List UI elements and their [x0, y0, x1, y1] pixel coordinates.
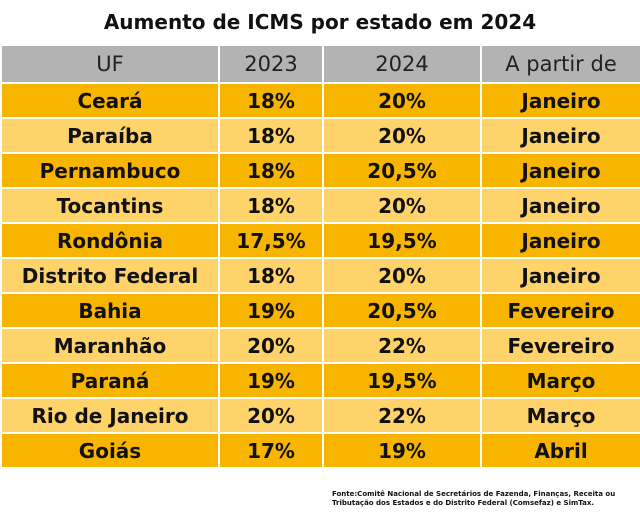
rate-2024-cell: 19,5%	[322, 222, 482, 259]
start-month-cell: Janeiro	[480, 82, 640, 119]
table-row: Rio de Janeiro 20% 22% Março	[0, 397, 640, 434]
start-month-cell: Janeiro	[480, 257, 640, 294]
rate-2023-cell: 18%	[218, 82, 324, 119]
start-month-cell: Janeiro	[480, 117, 640, 154]
state-cell: Paraíba	[0, 117, 220, 154]
state-cell: Paraná	[0, 362, 220, 399]
table-row: Pernambuco 18% 20,5% Janeiro	[0, 152, 640, 189]
state-cell: Ceará	[0, 82, 220, 119]
rate-2023-cell: 20%	[218, 327, 324, 364]
table-row: Ceará 18% 20% Janeiro	[0, 82, 640, 119]
table-row: Maranhão 20% 22% Fevereiro	[0, 327, 640, 364]
state-cell: Maranhão	[0, 327, 220, 364]
start-month-cell: Janeiro	[480, 187, 640, 224]
state-cell: Rio de Janeiro	[0, 397, 220, 434]
state-cell: Tocantins	[0, 187, 220, 224]
start-month-cell: Fevereiro	[480, 292, 640, 329]
state-cell: Rondônia	[0, 222, 220, 259]
table-row: Goiás 17% 19% Abril	[0, 432, 640, 469]
rate-2024-cell: 20%	[322, 187, 482, 224]
table-row: Tocantins 18% 20% Janeiro	[0, 187, 640, 224]
table-row: Paraná 19% 19,5% Março	[0, 362, 640, 399]
table-row: Rondônia 17,5% 19,5% Janeiro	[0, 222, 640, 259]
rate-2024-cell: 22%	[322, 397, 482, 434]
rate-2024-cell: 19,5%	[322, 362, 482, 399]
column-header-uf: UF	[0, 44, 220, 84]
rate-2024-cell: 22%	[322, 327, 482, 364]
column-header-start: A partir de	[480, 44, 640, 84]
rate-2023-cell: 18%	[218, 187, 324, 224]
start-month-cell: Março	[480, 397, 640, 434]
rate-2024-cell: 20%	[322, 117, 482, 154]
table-title: Aumento de ICMS por estado em 2024	[103, 10, 537, 34]
table-row: Paraíba 18% 20% Janeiro	[0, 117, 640, 154]
state-cell: Pernambuco	[0, 152, 220, 189]
rate-2023-cell: 17,5%	[218, 222, 324, 259]
start-month-cell: Março	[480, 362, 640, 399]
start-month-cell: Fevereiro	[480, 327, 640, 364]
rate-2024-cell: 20%	[322, 82, 482, 119]
rate-2024-cell: 19%	[322, 432, 482, 469]
table-row: Distrito Federal 18% 20% Janeiro	[0, 257, 640, 294]
state-cell: Distrito Federal	[0, 257, 220, 294]
source-note: Fonte:Comitê Nacional de Secretários de …	[332, 490, 616, 507]
state-cell: Bahia	[0, 292, 220, 329]
header-row: UF 2023 2024 A partir de	[0, 44, 640, 84]
table-row: Bahia 19% 20,5% Fevereiro	[0, 292, 640, 329]
rate-2023-cell: 18%	[218, 117, 324, 154]
rate-2023-cell: 19%	[218, 292, 324, 329]
rate-2023-cell: 18%	[218, 152, 324, 189]
start-month-cell: Janeiro	[480, 152, 640, 189]
start-month-cell: Abril	[480, 432, 640, 469]
rate-2024-cell: 20%	[322, 257, 482, 294]
rate-2023-cell: 20%	[218, 397, 324, 434]
icms-table: UF 2023 2024 A partir de Ceará 18% 20% Jane…	[0, 44, 640, 469]
rate-2024-cell: 20,5%	[322, 152, 482, 189]
state-cell: Goiás	[0, 432, 220, 469]
start-month-cell: Janeiro	[480, 222, 640, 259]
rate-2023-cell: 17%	[218, 432, 324, 469]
rate-2024-cell: 20,5%	[322, 292, 482, 329]
rate-2023-cell: 18%	[218, 257, 324, 294]
column-header-2023: 2023	[218, 44, 324, 84]
table-body: Ceará 18% 20% Janeiro Paraíba 18% 20% Janeiro Pe…	[0, 82, 640, 469]
rate-2023-cell: 19%	[218, 362, 324, 399]
column-header-2024: 2024	[322, 44, 482, 84]
